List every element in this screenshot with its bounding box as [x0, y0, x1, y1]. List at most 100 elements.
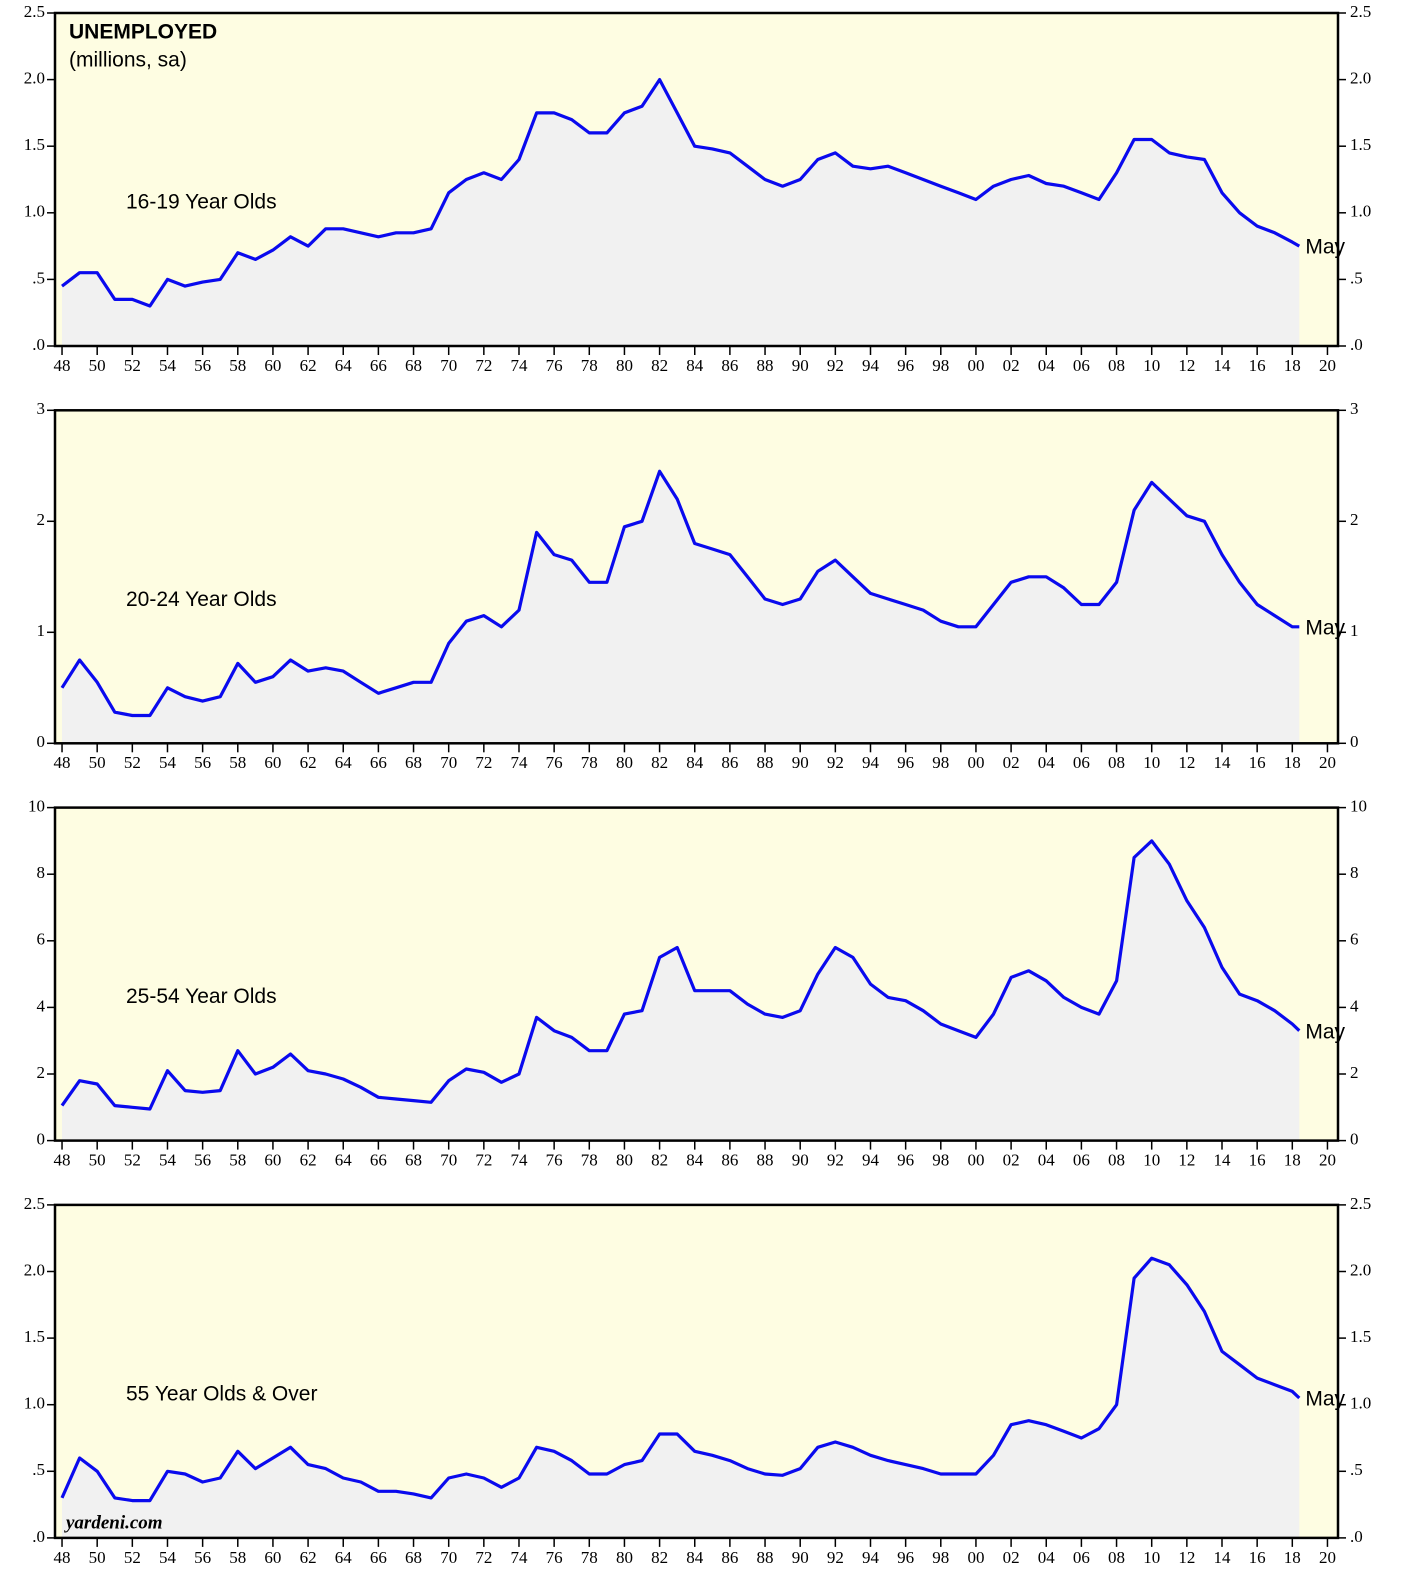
area [62, 471, 1300, 744]
x-tick-label: 66 [370, 1151, 387, 1170]
y-tick-label-right: 2.5 [1350, 2, 1371, 21]
x-tick-label: 60 [264, 1548, 281, 1567]
y-tick-label: .5 [32, 1460, 45, 1479]
y-tick-label-right: 2 [1350, 1063, 1359, 1082]
plot-frame [53, 409, 1340, 745]
area [62, 840, 1300, 1141]
x-tick-label: 58 [229, 1151, 246, 1170]
y-tick-label: 0 [37, 1130, 46, 1149]
area [62, 1258, 1300, 1538]
x-tick-label: 56 [194, 753, 211, 772]
x-tick-label: 86 [721, 1548, 738, 1567]
x-tick-label: 50 [89, 1548, 106, 1567]
x-tick-label: 54 [159, 753, 177, 772]
x-tick-label: 82 [651, 1548, 668, 1567]
y-tick-label-right: 2.0 [1350, 69, 1371, 88]
x-tick-label: 80 [616, 356, 633, 375]
x-tick-label: 58 [229, 356, 246, 375]
x-tick-label: 10 [1143, 1548, 1160, 1567]
y-tick-label: 4 [37, 996, 46, 1015]
x-tick-label: 72 [475, 1151, 492, 1170]
x-tick-label: 72 [475, 1548, 492, 1567]
y-tick-label: 2.5 [24, 2, 45, 21]
x-tick-label: 78 [581, 753, 598, 772]
x-tick-label: 76 [546, 356, 563, 375]
x-tick-label: 92 [827, 753, 844, 772]
x-tick-label: 06 [1073, 356, 1090, 375]
panel-label: 16-19 Year Olds [126, 191, 277, 214]
panel-label: 25-54 Year Olds [126, 985, 277, 1008]
y-tick-label-right: 1 [1350, 621, 1359, 640]
x-tick-label: 76 [546, 1548, 563, 1567]
x-tick-label: 74 [510, 356, 528, 375]
x-tick-label: 54 [159, 356, 177, 375]
x-tick-label: 12 [1178, 1548, 1195, 1567]
x-tick-label: 02 [1003, 1151, 1020, 1170]
x-tick-label: 62 [300, 1548, 317, 1567]
plot-frame [53, 1203, 1340, 1540]
x-tick-label: 14 [1214, 1548, 1232, 1567]
x-tick-label: 50 [89, 356, 106, 375]
source: yardeni.com [64, 1512, 163, 1533]
x-tick-label: 76 [546, 753, 563, 772]
end-label: May [1305, 1020, 1345, 1043]
y-tick-label: 2.0 [24, 1260, 45, 1279]
x-tick-label: 18 [1284, 1151, 1301, 1170]
x-tick-label: 88 [757, 1548, 774, 1567]
x-tick-label: 00 [967, 1151, 984, 1170]
end-label: May [1305, 1388, 1345, 1411]
x-tick-label: 56 [194, 1151, 211, 1170]
x-tick-label: 68 [405, 753, 422, 772]
x-tick-label: 70 [440, 753, 457, 772]
y-tick-label-right: 8 [1350, 863, 1359, 882]
y-tick-label-right: 1.5 [1350, 135, 1371, 154]
x-tick-label: 14 [1214, 753, 1232, 772]
y-tick-label: 3 [37, 399, 46, 418]
y-tick-label-right: 0 [1350, 732, 1359, 751]
x-tick-label: 10 [1143, 1151, 1160, 1170]
x-tick-label: 10 [1143, 753, 1160, 772]
y-tick-label-right: .5 [1350, 1460, 1363, 1479]
x-tick-label: 56 [194, 1548, 211, 1567]
x-tick-label: 08 [1108, 356, 1125, 375]
x-tick-label: 50 [89, 753, 106, 772]
x-tick-label: 50 [89, 1151, 106, 1170]
x-tick-label: 04 [1038, 1151, 1056, 1170]
x-tick-label: 92 [827, 356, 844, 375]
x-tick-label: 82 [651, 1151, 668, 1170]
x-tick-label: 20 [1319, 753, 1336, 772]
x-tick-label: 64 [335, 356, 353, 375]
x-tick-label: 08 [1108, 753, 1125, 772]
x-tick-label: 08 [1108, 1548, 1125, 1567]
x-tick-label: 54 [159, 1548, 177, 1567]
plot-frame [53, 11, 1340, 348]
x-tick-label: 86 [721, 356, 738, 375]
x-tick-label: 06 [1073, 1151, 1090, 1170]
x-tick-label: 16 [1249, 1151, 1266, 1170]
x-tick-label: 64 [335, 1151, 353, 1170]
panel-label: 55 Year Olds & Over [126, 1382, 317, 1405]
x-tick-label: 74 [510, 1548, 528, 1567]
x-tick-label: 78 [581, 1548, 598, 1567]
x-tick-label: 00 [967, 356, 984, 375]
y-tick-label-right: 3 [1350, 399, 1359, 418]
x-tick-label: 92 [827, 1548, 844, 1567]
x-tick-label: 12 [1178, 356, 1195, 375]
x-tick-label: 54 [159, 1151, 177, 1170]
y-tick-label-right: 4 [1350, 996, 1359, 1015]
x-tick-label: 06 [1073, 753, 1090, 772]
x-tick-label: 90 [792, 1151, 809, 1170]
y-tick-label: 0 [37, 732, 46, 751]
x-tick-label: 70 [440, 1548, 457, 1567]
x-tick-label: 88 [757, 753, 774, 772]
y-tick-label: 2.5 [24, 1194, 45, 1213]
x-tick-label: 90 [792, 1548, 809, 1567]
x-tick-label: 98 [932, 356, 949, 375]
x-tick-label: 12 [1178, 1151, 1195, 1170]
y-tick-label-right: 2.0 [1350, 1260, 1371, 1279]
x-tick-label: 80 [616, 753, 633, 772]
x-tick-label: 20 [1319, 1151, 1336, 1170]
x-tick-label: 18 [1284, 753, 1301, 772]
x-tick-label: 72 [475, 753, 492, 772]
x-tick-label: 52 [124, 1151, 141, 1170]
